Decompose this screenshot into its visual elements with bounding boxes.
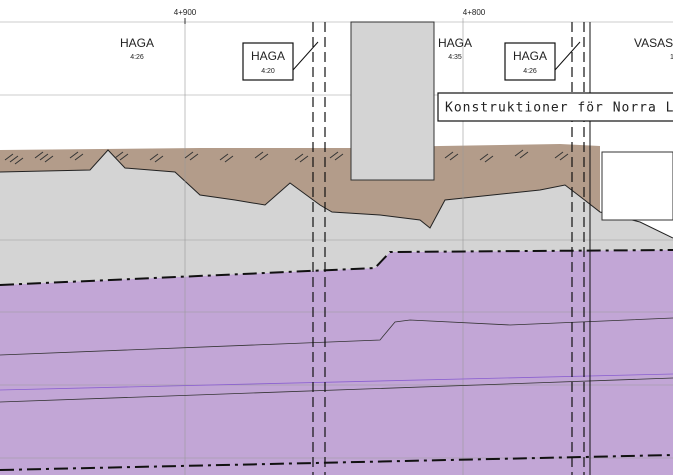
leader: [554, 41, 581, 71]
property-number: 4:26: [130, 54, 144, 61]
property-name: HAGA: [438, 36, 472, 50]
lower-boundary: [0, 454, 673, 471]
property-number: 1: [670, 54, 673, 61]
station-label: 4+800: [463, 8, 486, 17]
property-box: [504, 42, 556, 81]
rock-surface: [0, 249, 673, 286]
topsoil: [0, 144, 600, 228]
annotation-box: [437, 92, 673, 122]
structure: [601, 151, 673, 221]
property-name: HAGA: [120, 36, 154, 50]
leader: [292, 41, 319, 71]
property-number: 4:35: [448, 54, 462, 61]
property-box: [242, 42, 294, 81]
grid: [0, 18, 673, 475]
shaft: [350, 21, 435, 181]
property-name: VASAS: [634, 36, 673, 50]
bedrock: [0, 250, 673, 475]
property-number: 4:20: [261, 68, 275, 75]
station-label: 4+900: [174, 8, 197, 17]
reference-line: [0, 373, 673, 391]
annotation: Konstruktioner för Norra Län: [445, 101, 673, 116]
property-number: 4:26: [523, 68, 537, 75]
friction-soil: [0, 150, 673, 285]
tunnel-roof: [0, 317, 673, 356]
tunnel-floor: [0, 377, 673, 403]
topsoil-hatch: [4, 149, 569, 165]
property-name: HAGA: [513, 49, 547, 63]
soil-boundary: [0, 149, 673, 239]
property-name: HAGA: [251, 49, 285, 63]
